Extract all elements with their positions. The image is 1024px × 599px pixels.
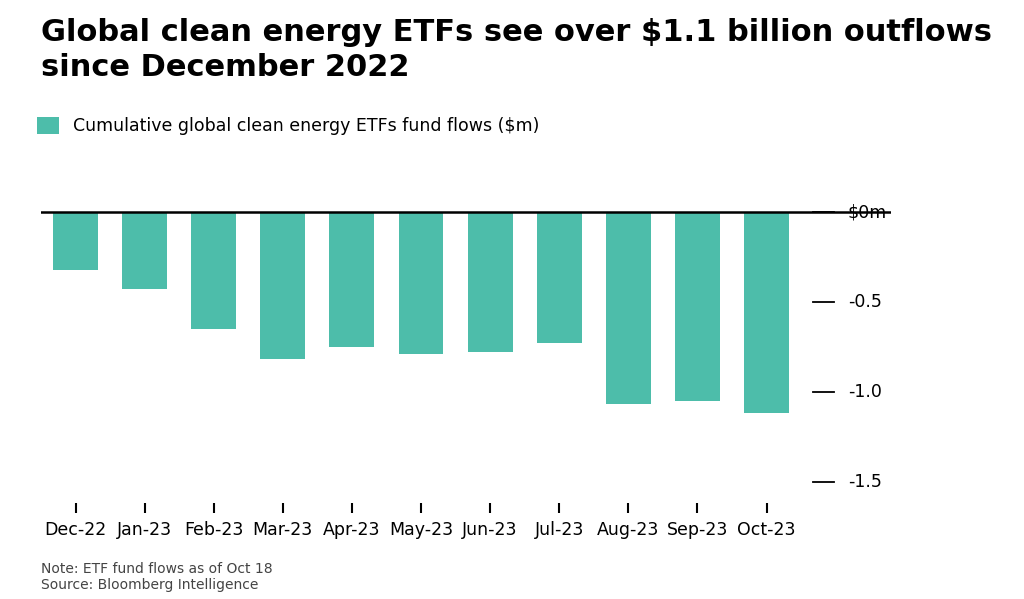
Bar (744, 212, 788, 413)
Bar (468, 212, 513, 352)
Bar (191, 212, 237, 329)
Text: $0m: $0m (848, 203, 887, 221)
Bar (260, 212, 305, 359)
Bar (606, 212, 651, 404)
Text: -1.5: -1.5 (848, 473, 882, 491)
Text: -1.0: -1.0 (848, 383, 882, 401)
Text: -0.5: -0.5 (848, 293, 882, 311)
Bar (122, 212, 167, 289)
Bar (398, 212, 443, 354)
Bar (675, 212, 720, 401)
Text: Global clean energy ETFs see over $1.1 billion outflows
since December 2022: Global clean energy ETFs see over $1.1 b… (41, 18, 992, 81)
Text: Source: Bloomberg Intelligence: Source: Bloomberg Intelligence (41, 578, 258, 592)
Bar (330, 212, 375, 347)
Bar (53, 212, 98, 270)
Legend: Cumulative global clean energy ETFs fund flows ($m): Cumulative global clean energy ETFs fund… (37, 117, 540, 135)
Text: Note: ETF fund flows as of Oct 18: Note: ETF fund flows as of Oct 18 (41, 562, 272, 576)
Bar (537, 212, 582, 343)
